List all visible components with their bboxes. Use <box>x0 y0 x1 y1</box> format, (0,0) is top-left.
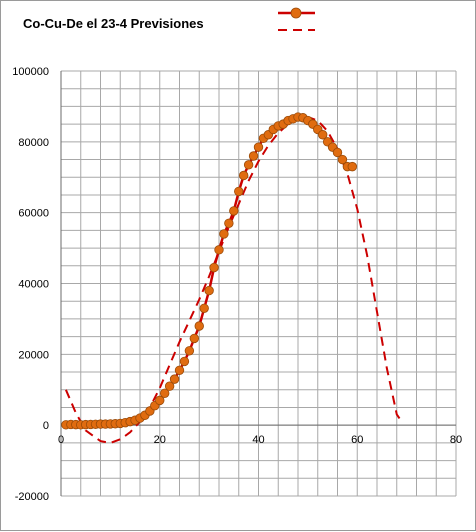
data-point-marker <box>155 395 165 406</box>
y-tick-labels: -20000 0 20000 40000 60000 80000 100000 <box>12 66 49 503</box>
data-point-marker <box>347 161 358 172</box>
data-point-marker <box>238 170 249 181</box>
data-point-marker <box>243 160 254 170</box>
chart-title: Co-Cu-De el 23-4 Previsiones <box>23 16 204 31</box>
y-tick-label: 40000 <box>18 279 49 291</box>
data-point-marker <box>229 206 239 216</box>
y-tick-label: 100000 <box>12 66 49 78</box>
data-point-marker <box>204 285 214 296</box>
data-point-marker <box>209 262 219 273</box>
data-point-marker <box>189 333 200 344</box>
y-tick-label: 60000 <box>18 208 49 220</box>
legend <box>278 7 315 31</box>
x-tick-label: 40 <box>252 434 264 446</box>
y-tick-label: -20000 <box>15 491 49 503</box>
x-tick-labels: 0 20 40 60 80 <box>58 434 462 446</box>
data-point-marker <box>253 142 264 152</box>
series-points <box>61 112 358 430</box>
y-tick-label: 0 <box>43 420 49 432</box>
legend-swatch-observed-marker <box>290 7 302 19</box>
data-point-marker <box>174 365 185 375</box>
x-tick-label: 20 <box>154 434 166 446</box>
observed-series-line <box>65 115 353 427</box>
data-point-marker <box>164 381 175 391</box>
x-tick-label: 0 <box>58 434 64 446</box>
forecast-series-line <box>64 115 403 444</box>
data-point-marker <box>184 346 195 356</box>
data-point-marker <box>214 245 224 255</box>
data-point-marker <box>219 229 229 239</box>
data-point-marker <box>332 147 343 158</box>
data-point-marker <box>199 303 209 313</box>
x-tick-label: 60 <box>351 434 363 446</box>
data-point-marker <box>169 374 180 384</box>
x-tick-label: 80 <box>450 434 462 446</box>
gridlines <box>60 70 457 497</box>
data-point-marker <box>234 186 244 197</box>
data-point-marker <box>224 218 234 228</box>
data-point-marker <box>179 356 190 367</box>
y-tick-label: 20000 <box>18 349 49 361</box>
data-point-marker <box>159 388 170 398</box>
y-tick-label: 80000 <box>18 137 49 149</box>
data-point-marker <box>194 321 204 331</box>
data-point-marker <box>317 130 328 140</box>
data-point-marker <box>337 154 348 165</box>
data-point-marker <box>248 151 259 161</box>
